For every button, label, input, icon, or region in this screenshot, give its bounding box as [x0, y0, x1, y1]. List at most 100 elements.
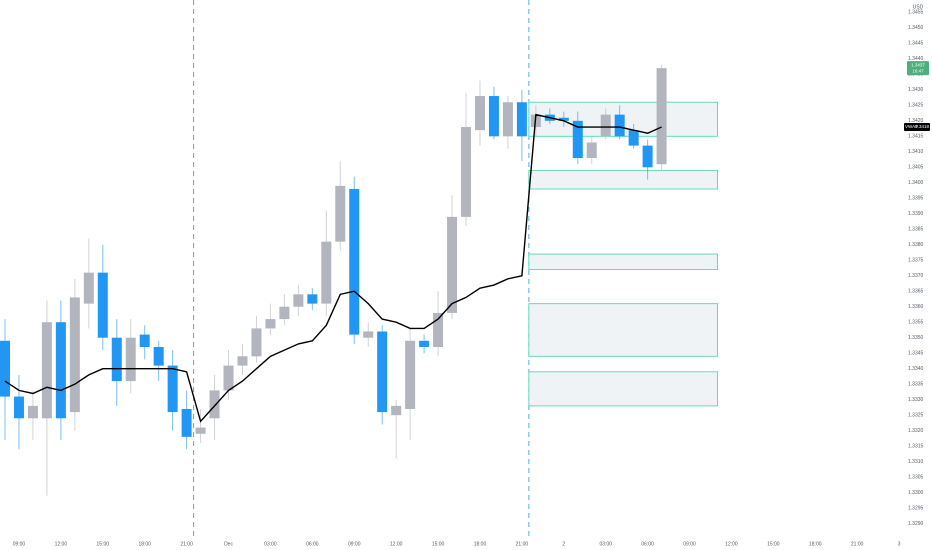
y-tick-label: 1.3410 [908, 149, 924, 155]
candle-body [488, 96, 499, 137]
vwap-badge [904, 123, 930, 132]
candle-body [586, 142, 597, 159]
y-tick-label: 1.3370 [908, 273, 924, 279]
candle-body [195, 427, 206, 434]
candle-body [447, 216, 458, 313]
y-tick-label: 1.3455 [908, 10, 924, 16]
candle-body [41, 322, 52, 419]
x-tick-label: 12:00 [55, 541, 68, 547]
y-tick-label: 1.3305 [908, 474, 924, 480]
zone [528, 169, 718, 190]
y-tick-label: 1.3350 [908, 335, 924, 341]
candle-body [125, 337, 136, 382]
y-tick-label: 1.3450 [908, 25, 924, 31]
zone [528, 371, 718, 407]
last-price-countdown: 16:47 [912, 68, 924, 73]
x-tick-label: 18:00 [809, 541, 822, 547]
x-tick-label: 09:00 [683, 541, 696, 547]
last-price-badge [907, 61, 929, 76]
x-tick-label: 03:00 [599, 541, 612, 547]
vwap-badge-value: 1.3418 [915, 124, 929, 129]
candle-body [419, 340, 430, 348]
candle-body [139, 334, 150, 348]
candle-body [237, 356, 248, 366]
y-tick-label: 1.3355 [908, 320, 924, 326]
y-tick-label: 1.3425 [908, 103, 924, 109]
candle-body [614, 114, 625, 137]
x-tick-label: 09:00 [348, 541, 361, 547]
y-tick-label: 1.3345 [908, 351, 924, 357]
candle-body [558, 117, 569, 121]
candle-body [111, 337, 122, 382]
x-tick-label: 18:00 [474, 541, 487, 547]
candle-body [321, 241, 332, 304]
y-tick-label: 1.3395 [908, 196, 924, 202]
candle-body [335, 185, 346, 242]
x-tick-label: 18:00 [138, 541, 151, 547]
y-tick-label: 1.3375 [908, 258, 924, 264]
candle-body [293, 294, 304, 307]
vwap-line [4, 113, 662, 423]
y-tick-label: 1.3390 [908, 211, 924, 217]
x-tick-label: 06:00 [306, 541, 319, 547]
x-tick-label: 06:00 [641, 541, 654, 547]
x-tick-label: 12:00 [390, 541, 403, 547]
candle-body [153, 347, 164, 366]
y-tick-label: 1.3310 [908, 459, 924, 465]
candle-body [0, 340, 10, 397]
x-tick-label: 03:00 [264, 541, 277, 547]
y-tick-label: 1.3320 [908, 428, 924, 434]
y-tick-label: 1.3380 [908, 242, 924, 248]
candle-body [55, 322, 66, 419]
y-tick-label: 1.3440 [908, 56, 924, 62]
zone [528, 253, 718, 271]
candle-body [27, 405, 38, 419]
candle-body [251, 328, 262, 357]
x-tick-label: 15:00 [432, 541, 445, 547]
candle-body [209, 390, 220, 419]
y-tick-label: 1.3360 [908, 304, 924, 310]
candle-body [656, 68, 667, 165]
y-tick-label: 1.3340 [908, 366, 924, 372]
x-tick-label: 3 [898, 541, 901, 547]
y-tick-label: 1.3420 [908, 118, 924, 124]
x-tick-label: 2 [562, 541, 565, 547]
candle-body [265, 319, 276, 329]
candle-body [600, 114, 611, 137]
x-tick-label: 09:00 [13, 541, 26, 547]
candle-body [474, 96, 485, 131]
x-tick-label: 21:00 [180, 541, 193, 547]
y-tick-label: 1.3430 [908, 87, 924, 93]
y-tick-label: 1.3405 [908, 165, 924, 171]
candle-body [433, 312, 444, 348]
candle-body [502, 102, 513, 137]
x-tick-label: 21:00 [516, 541, 529, 547]
candle-body [279, 306, 290, 320]
candle-body [181, 408, 192, 437]
candle-body [167, 365, 178, 413]
y-tick-label: 1.3330 [908, 397, 924, 403]
y-tick-label: 1.3335 [908, 382, 924, 388]
candle-body [516, 102, 527, 137]
y-tick-label: 1.3445 [908, 41, 924, 47]
x-tick-label: 12:00 [725, 541, 738, 547]
x-tick-label: 21:00 [851, 541, 864, 547]
candle-body [363, 331, 374, 338]
candle-body [223, 365, 234, 391]
x-tick-label: 15:00 [97, 541, 110, 547]
x-tick-label: 15:00 [767, 541, 780, 547]
candle-body [83, 272, 94, 304]
candle-body [405, 340, 416, 409]
candle-body [391, 405, 402, 416]
y-tick-label: 1.3400 [908, 180, 924, 186]
zone [528, 303, 718, 357]
vwap-badge-name: VWAP [905, 124, 918, 129]
candle-body [461, 127, 472, 217]
candle-body [69, 297, 80, 413]
currency-label: USD [913, 4, 924, 10]
candle-body [377, 331, 388, 413]
candle-body [307, 294, 318, 304]
